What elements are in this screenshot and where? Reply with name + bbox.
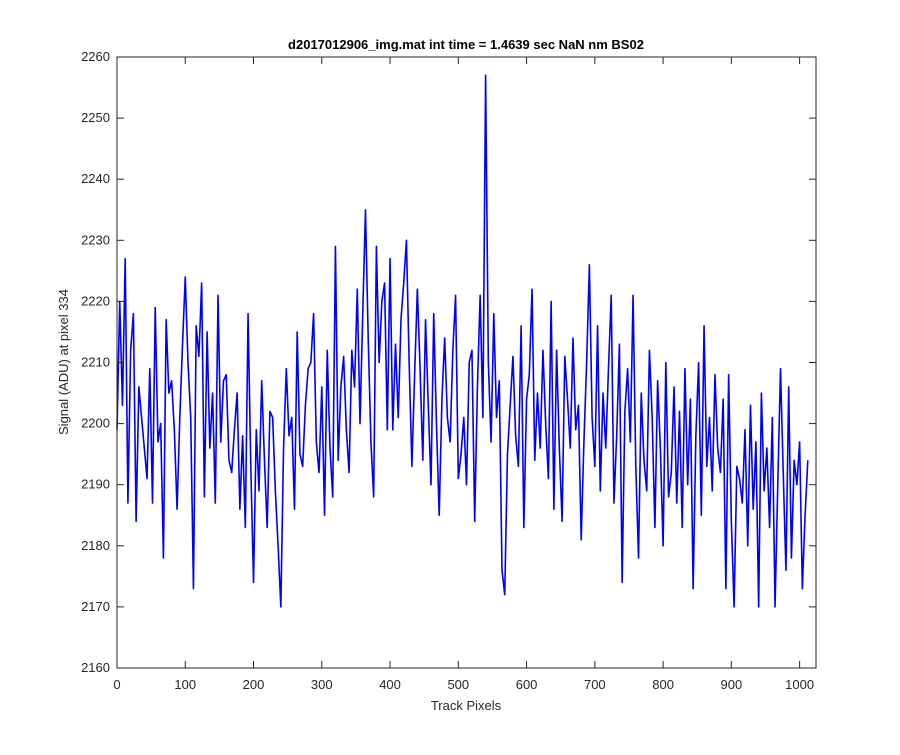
x-tick-label: 200 — [243, 677, 265, 692]
x-tick-label: 300 — [311, 677, 333, 692]
y-tick-label: 2190 — [81, 477, 110, 492]
y-tick-label: 2180 — [81, 538, 110, 553]
y-tick-label: 2170 — [81, 599, 110, 614]
series-layer — [116, 74, 809, 608]
x-tick-label: 1000 — [785, 677, 814, 692]
y-tick-label: 2260 — [81, 49, 110, 64]
plot-frame — [116, 56, 817, 669]
y-tick-label: 2200 — [81, 416, 110, 431]
x-tick-label: 100 — [174, 677, 196, 692]
x-tick-label: 800 — [652, 677, 674, 692]
series-line — [116, 74, 809, 608]
y-tick-label: 2230 — [81, 232, 110, 247]
x-tick-label: 500 — [447, 677, 469, 692]
x-tick-label: 400 — [379, 677, 401, 692]
x-axis-label: Track Pixels — [431, 698, 502, 713]
y-tick-label: 2210 — [81, 355, 110, 370]
tick-layer: 0 100 200 300 400 500 600 700 800 900 1000 2160 2170… — [81, 49, 816, 692]
y-tick-label: 2240 — [81, 171, 110, 186]
chart-title: d2017012906_img.mat int time = 1.4639 se… — [288, 37, 644, 52]
y-tick-label: 2160 — [81, 660, 110, 675]
x-tick-label: 600 — [516, 677, 538, 692]
x-tick-label: 700 — [584, 677, 606, 692]
y-axis-label: Signal (ADU) at pixel 334 — [56, 289, 71, 435]
x-tick-label: 0 — [113, 677, 120, 692]
y-tick-label: 2250 — [81, 110, 110, 125]
x-tick-label: 900 — [721, 677, 743, 692]
y-tick-label: 2220 — [81, 293, 110, 308]
plot-background — [117, 57, 816, 668]
